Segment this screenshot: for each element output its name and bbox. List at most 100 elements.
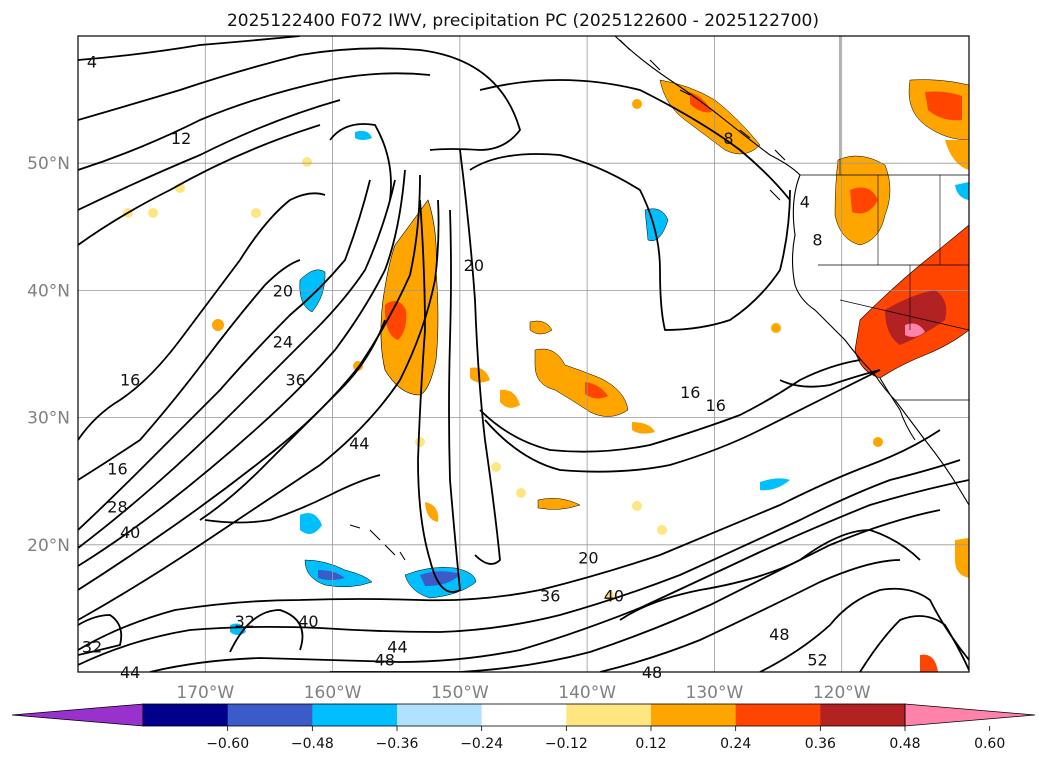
contour-line [469,153,791,331]
contour-line [204,474,381,524]
colorbar-tick-label: 0.36 [805,736,836,752]
precip-positive-area [529,320,553,335]
contour-line [229,609,304,653]
contour-line [78,429,941,651]
contour-label: 20 [464,256,484,275]
contour-label: 36 [285,370,305,389]
contour-label: 28 [107,498,127,517]
contour-line [78,47,521,151]
contour-label: 32 [82,638,102,657]
baja-coastline [879,377,916,441]
contour-line [78,259,301,481]
colorbar-segment [397,704,483,726]
state-border [839,36,941,330]
contour-label: 44 [349,434,369,453]
contour-label: 20 [273,281,293,300]
contour-label: 4 [800,192,810,211]
precip-positive-area [657,525,667,535]
contour-line [78,99,341,211]
contour-label: 20 [578,549,598,568]
map-background [78,36,969,672]
contour-line [78,124,321,246]
contour-line [199,319,386,521]
lon-tick-label: 150°W [431,683,489,703]
precip-positive-area [425,502,439,522]
colorbar: −0.60 −0.48 −0.36 −0.24 −0.12 0.12 0.24 0.36 0.4… [11,703,1036,752]
contour-line [417,199,461,593]
colorbar-tick-label: 0.60 [974,736,1005,752]
colorbar-segment [227,704,313,726]
precip-positive-area [302,157,312,167]
precip-positive-area [925,91,962,121]
colorbar-segment [312,704,398,726]
precip-positive-area [955,538,969,578]
colorbar-frame [142,703,906,727]
precip-negative-area [304,559,373,588]
contour-line [149,479,969,672]
contour-label: 16 [706,396,726,415]
north-america-coastline [614,36,969,506]
precip-positive-area [251,208,261,218]
precip-positive-area [920,654,938,672]
lon-tick-label: 170°W [176,683,234,703]
coastline [349,36,969,561]
precip-positive-area [470,367,490,383]
colorbar-tick-label: −0.12 [545,736,588,752]
contour-line [479,79,791,201]
colorbar-tick-label: −0.24 [460,736,503,752]
contour-line [859,615,969,672]
contour-line [78,199,440,621]
precip-positive-area [632,99,642,109]
contour-line [459,149,501,565]
contour-line [759,587,969,672]
precip-negative-area [955,182,969,200]
lon-tick-label: 130°W [686,683,744,703]
precip-negative-area [760,478,790,491]
contour-label: 48 [375,650,395,669]
precip-positive-area [585,382,608,399]
map-title: 2025122400 F072 IWV, precipitation PC (2… [227,11,819,31]
lat-tick-label: 40°N [27,281,70,301]
colorbar-segment [820,704,906,726]
precip-negative-area [318,570,345,580]
precip-negative-area [300,512,322,534]
lon-tick-label: 140°W [558,683,616,703]
colorbar-tick-label: 0.24 [720,736,751,752]
precip-positive-area [212,319,224,331]
precipitation-fill [123,79,969,672]
contour-label: 40 [120,523,140,542]
axis-ticks: 170°W 160°W 150°W 140°W 130°W 120°W 20°N 30°N 40… [27,154,871,703]
colorbar-tick-label: 0.12 [635,736,666,752]
lat-tick-label: 50°N [27,154,70,174]
colorbar-tick-label: −0.48 [291,736,334,752]
lat-tick-label: 20°N [27,536,70,556]
colorbar-tick-label: −0.36 [376,736,419,752]
contour-label: 44 [387,638,407,657]
colorbar-segment [566,704,652,726]
precip-positive-area [945,140,969,170]
contour-line [78,72,431,171]
contour-line [78,179,396,549]
precip-positive-area [850,187,878,214]
contour-label: 24 [273,332,293,351]
contour-label: 4 [87,52,97,71]
contour-label: 16 [680,383,700,402]
precip-positive-area [534,348,629,417]
contour-label: 48 [642,663,662,682]
colorbar-segment [143,704,229,726]
contour-line [619,529,921,621]
contour-label: 8 [723,129,733,148]
lon-tick-label: 120°W [813,683,871,703]
contour-label: 16 [107,459,127,478]
contour-line [78,36,301,61]
contour-line [329,123,392,201]
state-border [800,174,969,401]
contour-line [78,192,326,441]
contour-line [78,614,123,656]
colorbar-tick-label: 0.48 [889,736,920,752]
precip-positive-area [500,389,520,408]
contour-label: 44 [120,663,140,682]
contour-label: 12 [171,129,191,148]
